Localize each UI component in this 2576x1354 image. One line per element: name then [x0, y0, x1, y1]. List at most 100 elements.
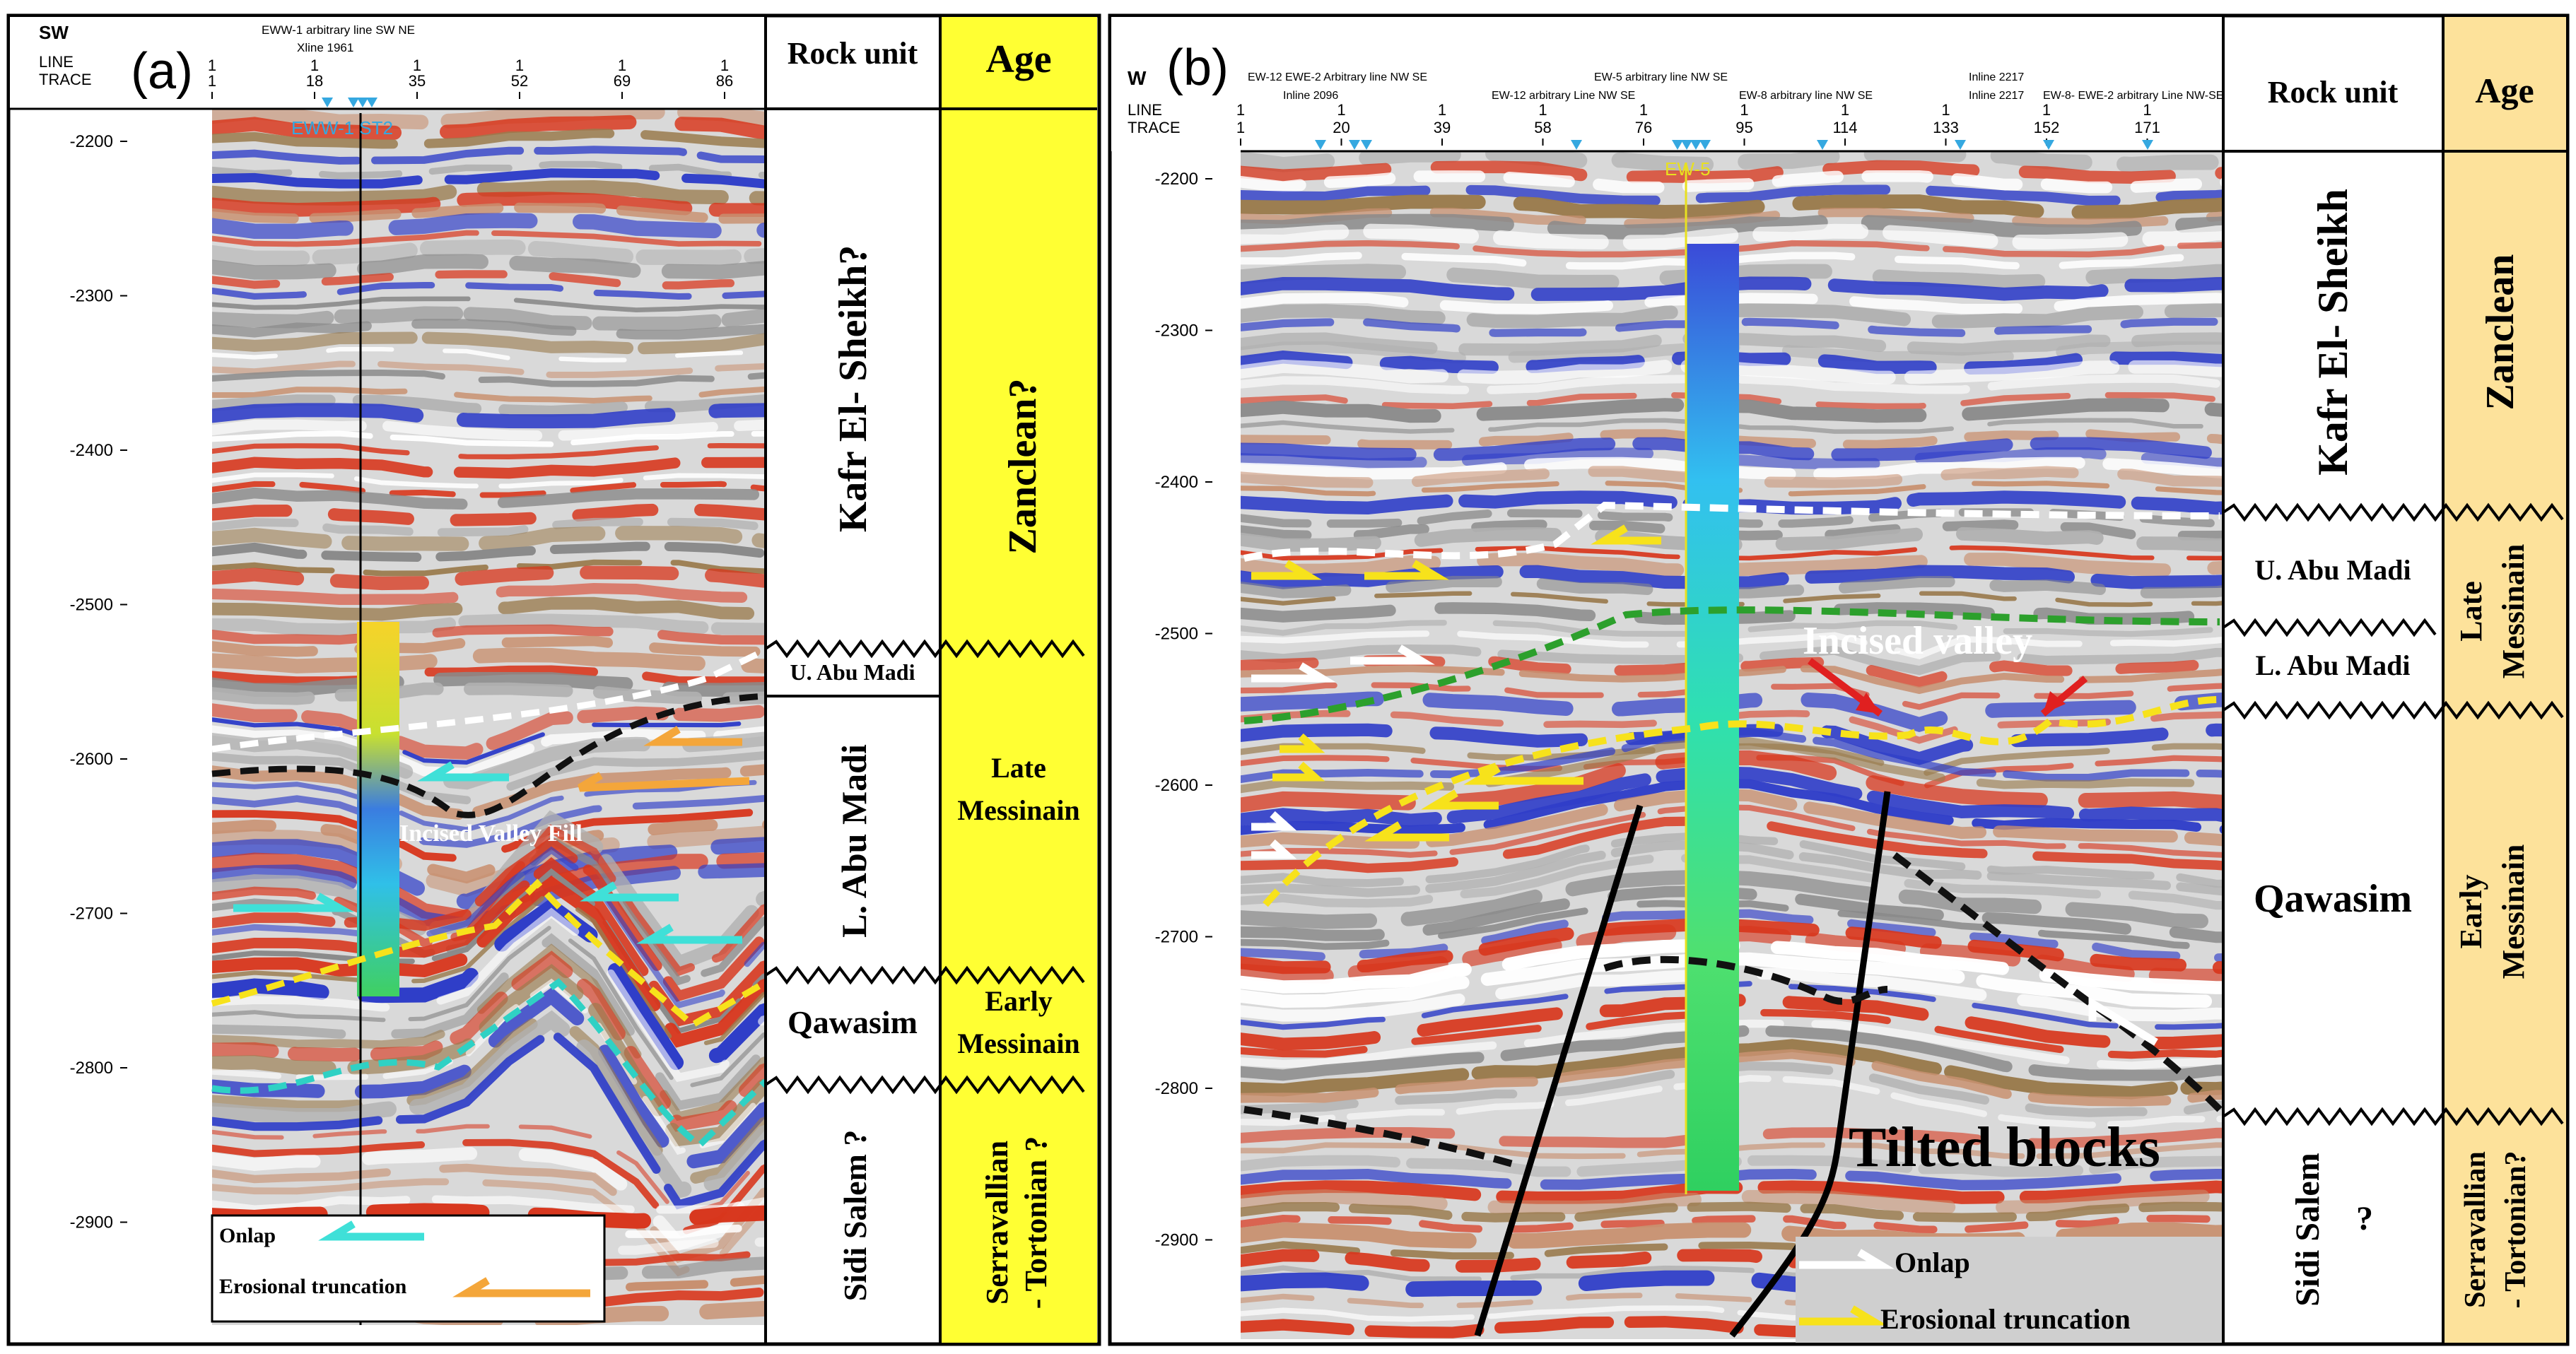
panel-b-line-value: 1 [1740, 101, 1748, 119]
seismic-reflector [1241, 1180, 2223, 1204]
panel-a-horizon-erosion-surface [211, 693, 766, 818]
seismic-reflector [212, 923, 766, 1091]
seismic-reflector [212, 419, 766, 442]
panel-b-header-label-1: EW-12 EWE-2 Arbitrary line NW SE [1248, 71, 1427, 83]
seismic-reflector [212, 1163, 766, 1264]
seismic-reflector [1241, 359, 2223, 384]
panel-a-age-serravallian: Serravallian [980, 1141, 1014, 1305]
seismic-reflector [212, 129, 766, 149]
panel-a-unconformity-3 [764, 1075, 1085, 1095]
panel-b-depth-label: -2400 [1155, 473, 1198, 492]
seismic-reflector [212, 613, 766, 636]
seismic-reflector [212, 526, 766, 551]
seismic-reflector [212, 346, 766, 363]
seismic-reflector [212, 394, 766, 417]
panel-b-unconformity-3 [2222, 700, 2564, 720]
panel-b-line-value: 1 [1236, 101, 1245, 119]
panel-a-onlap-arrows [233, 761, 742, 944]
seismic-reflector [1241, 1292, 2223, 1309]
panel-b-unconformity-1 [2222, 502, 2564, 522]
seismic-reflector [212, 665, 766, 685]
seismic-reflector [1241, 194, 2223, 220]
panel-b-header-label-2: Inline 2096 [1283, 90, 1338, 102]
panel-a: Incised Valley Fill SW (a) EWW-1 arbitra… [6, 13, 1101, 1346]
well-marker-icon [1955, 140, 1966, 150]
seismic-reflector [1241, 900, 2223, 951]
seismic-reflector [1241, 644, 2223, 676]
panel-b-horizon-green [1243, 606, 2220, 724]
erosion-arrow-icon [578, 772, 750, 792]
seismic-reflector [212, 230, 766, 247]
panel-b-trace-value: 76 [1635, 119, 1652, 136]
seismic-reflector [212, 943, 766, 1122]
seismic-reflector [212, 442, 766, 460]
panel-b-annotation-valley: Incised valley [1803, 619, 2032, 663]
seismic-reflector [1241, 293, 2223, 314]
seismic-reflector [1241, 480, 2223, 497]
onlap-arrow-icon [1251, 662, 1336, 683]
seismic-reflector [1241, 591, 2223, 607]
seismic-reflector [212, 386, 766, 404]
panel-a-header-line: EWW-1 arbitrary line SW NE [262, 23, 415, 37]
seismic-reflector [1241, 447, 2223, 470]
panel-a-legend-onlap: Onlap [219, 1224, 276, 1247]
seismic-reflector [1241, 553, 2223, 577]
panel-b: EW-5 Incised valley [1108, 13, 2570, 1346]
seismic-reflector [1241, 341, 2223, 364]
panel-a-unit-kafr: Kafr El- Sheikh? [831, 245, 875, 533]
panel-b-erosion-arrows [1251, 524, 1661, 842]
panel-b-header-label-4: EW-12 arbitrary Line NW SE [1492, 90, 1635, 102]
seismic-reflector [1241, 831, 2223, 888]
seismic-reflector [212, 1025, 766, 1210]
panel-a-unit-sidi-salem: Sidi Salem ? [837, 1130, 873, 1302]
panel-a-depth-label: -2900 [70, 1213, 113, 1232]
panel-a-horizon-base-valley [211, 878, 768, 1029]
seismic-reflector [1241, 213, 2223, 240]
panel-a-unit-u-abu-madi: U. Abu Madi [790, 659, 915, 685]
panel-b-well-name: EW-5 [1665, 158, 1711, 179]
seismic-reflector [212, 457, 766, 479]
erosion-arrow-icon [1272, 761, 1325, 782]
panel-b-depth-label: -2500 [1155, 625, 1198, 644]
valley-arrowhead-icon [1856, 693, 1880, 714]
seismic-reflector [1241, 1075, 2223, 1129]
seismic-reflector [1241, 1155, 2223, 1177]
erosion-arrow-icon [1364, 821, 1449, 842]
panel-a-trace-value: 52 [511, 72, 528, 90]
panel-b-depth-label: -2200 [1155, 170, 1198, 189]
seismic-reflector [212, 430, 766, 447]
panel-b-fault-1 [1474, 804, 1644, 1337]
erosion-arrow-icon [1251, 560, 1322, 580]
seismic-reflector [212, 487, 766, 510]
seismic-reflector [212, 281, 766, 300]
panel-b-line-value: 1 [1941, 101, 1950, 119]
panel-a-depth-label: -2600 [70, 750, 113, 769]
panel-b-side-label: W [1128, 67, 1147, 89]
seismic-reflector [1241, 1201, 2223, 1223]
panel-b-trace-value: 95 [1735, 119, 1752, 136]
seismic-reflector [1241, 743, 2223, 779]
panel-b-depth-label: -2900 [1155, 1231, 1198, 1250]
panel-b-header-label-7: Inline 2217 [1969, 90, 2024, 102]
seismic-reflector [1241, 665, 2223, 695]
panel-a-rock-unit-header: Rock unit [788, 36, 918, 71]
panel-b-depth-label: -2800 [1155, 1079, 1198, 1098]
seismic-reflector [1241, 938, 2223, 994]
panel-b-line-values: 1 1 1 1 1 1 1 1 1 1 [1236, 101, 2152, 119]
panel-b-trace-value: 171 [2134, 119, 2160, 136]
seismic-reflector [1241, 374, 2223, 394]
seismic-reflector [1241, 332, 2223, 356]
panel-a-line-value: 1 [618, 57, 626, 74]
seismic-reflector [1241, 981, 2223, 1030]
seismic-reflector [1241, 840, 2223, 897]
seismic-reflector [1241, 526, 2223, 552]
panel-b-legend: Onlap Erosional truncation [1796, 1237, 2223, 1343]
seismic-reflector [1241, 1024, 2223, 1081]
seismic-reflector [1241, 1215, 2223, 1234]
panel-a-side-label: SW [39, 22, 69, 43]
erosion-arrow-icon [1280, 733, 1325, 753]
panel-b-trace-value: 39 [1434, 119, 1451, 136]
panel-a-well-name: EWW-1 ST2 [291, 117, 393, 139]
panel-a-erosion-arrows [578, 726, 750, 792]
panel-b-line-value: 1 [1337, 101, 1345, 119]
